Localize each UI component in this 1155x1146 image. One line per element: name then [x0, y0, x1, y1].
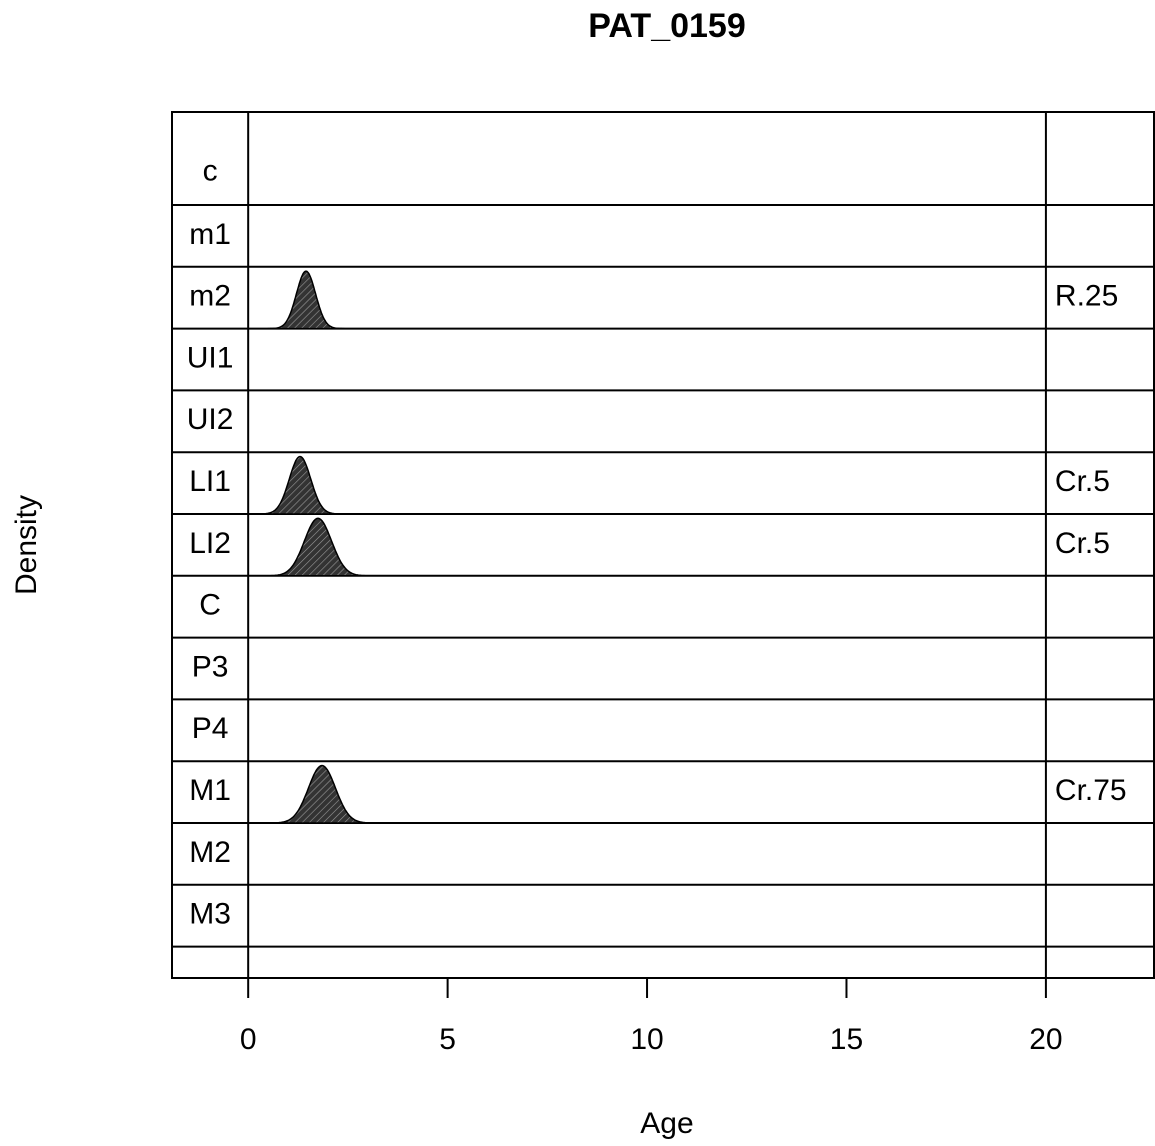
row-label: M1 — [189, 774, 231, 807]
stage-label: Cr.75 — [1055, 774, 1127, 807]
row-label: UI1 — [187, 341, 234, 374]
plot-frame — [171, 111, 1155, 979]
stage-label: R.25 — [1055, 280, 1118, 313]
x-tick-label: 5 — [439, 1023, 456, 1056]
stage-label: Cr.5 — [1055, 527, 1110, 560]
x-tick-label: 15 — [830, 1023, 863, 1056]
chart-title: PAT_0159 — [588, 7, 746, 45]
x-tick-label: 0 — [240, 1023, 257, 1056]
x-tick-label: 20 — [1029, 1023, 1062, 1056]
row-label: UI2 — [187, 403, 234, 436]
x-axis-label: Age — [640, 1107, 693, 1140]
row-label: C — [199, 589, 221, 622]
density-curve — [267, 764, 377, 824]
row-label: LI1 — [189, 465, 231, 498]
density-curve — [263, 517, 373, 577]
row-label: M2 — [189, 836, 231, 869]
row-label: M3 — [189, 898, 231, 931]
row-label: P3 — [192, 650, 229, 683]
density-curve — [257, 455, 344, 515]
row-label: P4 — [192, 712, 229, 745]
stage-label: Cr.5 — [1055, 465, 1110, 498]
density-curve — [267, 270, 345, 330]
x-tick-label: 10 — [630, 1023, 663, 1056]
row-label: LI2 — [189, 527, 231, 560]
row-label: c — [203, 154, 218, 187]
y-axis-label: Density — [10, 495, 43, 595]
row-label: m1 — [189, 218, 231, 251]
row-label: m2 — [189, 280, 231, 313]
